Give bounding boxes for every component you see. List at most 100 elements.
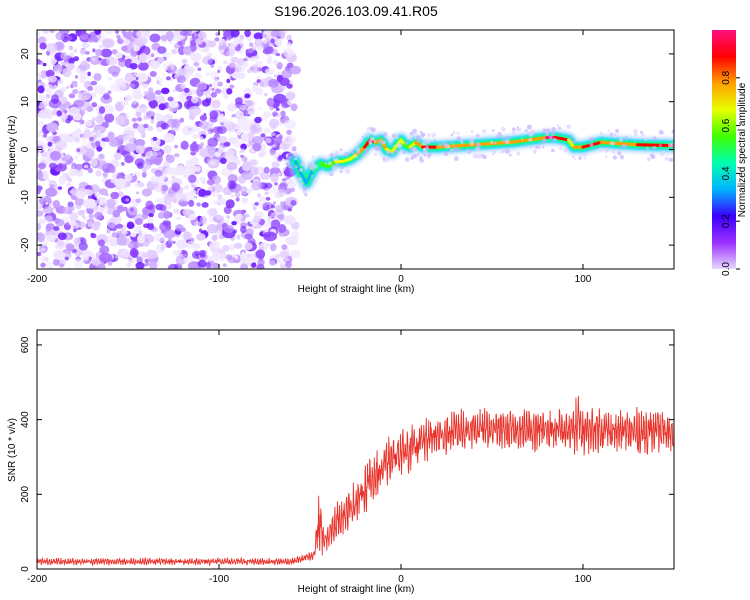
noise-speckle bbox=[98, 252, 113, 263]
ridge-speckle bbox=[313, 164, 318, 169]
noise-speckle bbox=[177, 68, 187, 77]
noise-speckle bbox=[243, 157, 248, 162]
noise-speckle bbox=[131, 117, 138, 122]
snr-line bbox=[37, 395, 674, 567]
noise-speckle bbox=[266, 97, 275, 107]
noise-speckle bbox=[71, 248, 77, 254]
noise-speckle bbox=[281, 244, 288, 250]
noise-speckle bbox=[161, 87, 170, 95]
noise-speckle bbox=[199, 142, 205, 148]
noise-speckle bbox=[163, 160, 171, 169]
x-tick-label: -200 bbox=[27, 274, 47, 285]
noise-speckle bbox=[115, 237, 128, 246]
ridge-speckle bbox=[532, 149, 538, 154]
noise-speckle bbox=[143, 95, 147, 100]
noise-speckle bbox=[91, 102, 98, 108]
noise-speckle bbox=[227, 180, 236, 190]
noise-speckle bbox=[265, 196, 271, 201]
noise-speckle bbox=[42, 30, 51, 35]
noise-speckle bbox=[183, 46, 192, 55]
noise-speckle bbox=[224, 46, 230, 52]
colorbar: 0.0 0.2 0.4 0.6 0.8 Normalized spectral ampl… bbox=[712, 30, 748, 276]
noise-speckle bbox=[253, 32, 264, 40]
noise-speckle bbox=[49, 183, 55, 190]
noise-speckle bbox=[74, 75, 79, 79]
noise-speckle bbox=[45, 187, 58, 197]
ridge-speckle bbox=[460, 139, 463, 143]
noise-speckle bbox=[135, 139, 146, 147]
noise-speckle bbox=[251, 181, 263, 191]
ridge-speckle bbox=[516, 126, 519, 129]
noise-speckle bbox=[73, 136, 80, 142]
noise-speckle bbox=[270, 30, 280, 38]
noise-speckle bbox=[45, 201, 49, 205]
noise-speckle bbox=[84, 148, 95, 159]
noise-speckle bbox=[132, 100, 137, 105]
noise-speckle bbox=[156, 80, 160, 84]
ridge-speckle bbox=[559, 147, 563, 151]
noise-speckle bbox=[199, 136, 204, 140]
noise-speckle bbox=[65, 175, 70, 181]
noise-speckle bbox=[163, 229, 176, 239]
ridge-speckle bbox=[644, 137, 648, 141]
noise-speckle bbox=[257, 193, 261, 198]
noise-speckle bbox=[217, 194, 223, 200]
ridge-speckle bbox=[552, 137, 557, 142]
ridge-speckle bbox=[437, 142, 442, 147]
noise-speckle bbox=[79, 71, 88, 80]
noise-speckle bbox=[227, 36, 232, 41]
y-tick-label: 0 bbox=[20, 566, 31, 572]
ridge-speckle bbox=[646, 157, 651, 162]
noise-speckle bbox=[163, 211, 171, 220]
noise-speckle bbox=[230, 56, 239, 63]
ridge-speckle bbox=[313, 178, 318, 183]
noise-speckle bbox=[87, 222, 93, 227]
noise-speckle bbox=[55, 218, 65, 227]
noise-speckle bbox=[37, 210, 44, 217]
noise-speckle bbox=[163, 61, 175, 71]
ridge-speckle bbox=[335, 150, 339, 155]
noise-speckle bbox=[211, 87, 215, 92]
noise-speckle bbox=[275, 107, 280, 111]
y-tick-label: 10 bbox=[20, 96, 31, 108]
noise-speckle bbox=[241, 161, 253, 172]
noise-speckle bbox=[285, 260, 292, 269]
noise-speckle bbox=[223, 225, 235, 234]
snr-y-label: SNR (10 * v/v) bbox=[7, 418, 18, 482]
noise-speckle bbox=[122, 30, 133, 39]
noise-speckle bbox=[255, 87, 264, 96]
ridge-speckle bbox=[460, 141, 464, 145]
ridge-speckle bbox=[373, 140, 377, 144]
noise-speckle bbox=[227, 204, 231, 209]
noise-speckle bbox=[142, 168, 147, 173]
noise-speckle bbox=[270, 152, 275, 156]
noise-speckle bbox=[223, 141, 231, 147]
noise-speckle bbox=[217, 198, 226, 205]
ridge-speckle bbox=[618, 149, 621, 153]
noise-speckle bbox=[124, 72, 135, 83]
noise-speckle bbox=[86, 106, 94, 112]
ridge-speckle bbox=[340, 165, 344, 170]
noise-speckle bbox=[132, 91, 143, 100]
noise-speckle bbox=[167, 263, 179, 269]
noise-speckle bbox=[87, 37, 95, 43]
noise-speckle bbox=[40, 262, 46, 268]
ridge-speckle bbox=[604, 147, 609, 153]
noise-speckle bbox=[37, 251, 42, 257]
ridge-speckle bbox=[351, 150, 355, 155]
ridge-speckle bbox=[472, 153, 478, 159]
noise-speckle bbox=[77, 91, 92, 101]
ridge-speckle bbox=[649, 153, 654, 158]
noise-speckle bbox=[192, 134, 199, 140]
noise-speckle bbox=[80, 119, 85, 125]
noise-speckle bbox=[244, 93, 251, 99]
noise-speckle bbox=[172, 249, 179, 256]
ridge-speckle bbox=[413, 136, 417, 140]
noise-speckle bbox=[114, 178, 127, 188]
noise-speckle bbox=[58, 176, 66, 185]
noise-speckle bbox=[95, 170, 102, 177]
ridge-speckle bbox=[571, 155, 575, 159]
noise-speckle bbox=[164, 167, 175, 175]
noise-speckle bbox=[76, 169, 81, 173]
ridge-speckle bbox=[329, 172, 334, 177]
